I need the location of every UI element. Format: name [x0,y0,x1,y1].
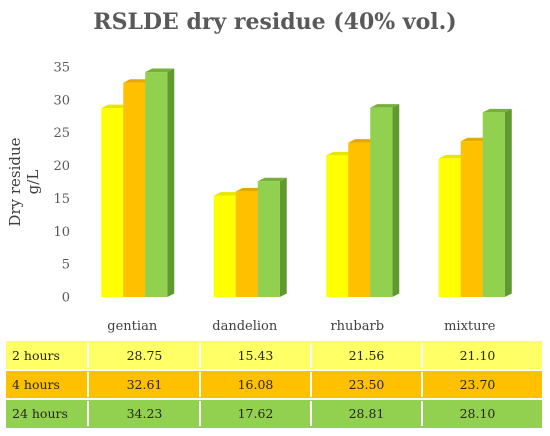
table-row-bg [6,399,542,428]
y-tick-label: 15 [53,192,70,207]
bar-top [101,104,131,109]
bar-side [279,177,287,297]
table-cell-value: 17.62 [238,406,274,421]
table-row: 24 hours 34.23 17.62 28.81 28.10 [6,399,542,428]
y-tick-label: 20 [53,159,70,174]
bar-front [348,142,371,297]
y-axis-label-line: g/L [24,170,42,195]
table-series-label: 24 hours [12,406,68,421]
category-label: rhubarb [330,319,384,334]
bar-front [235,191,258,297]
y-tick-label: 0 [62,291,70,306]
table-cell-value: 16.08 [238,377,274,392]
bar-top [213,192,243,196]
y-tick-label: 35 [53,61,70,76]
y-axis-label: Dry residue g/L [6,137,42,226]
bar-front [257,181,280,297]
bar-top [370,104,400,108]
table-cell-value: 23.70 [460,377,496,392]
bar-top [145,68,175,73]
bar-top [257,177,287,182]
y-axis-ticks: 0 5 10 15 20 25 30 35 [53,61,70,306]
bar-front [213,195,236,297]
table-row-bg [6,341,542,370]
bar-top [326,151,356,156]
table-cell-value: 23.50 [349,377,385,392]
bar-top [235,187,265,192]
bar-24-hours-gentian [145,68,175,297]
bar-front [326,155,349,297]
bar-front [145,72,168,297]
y-axis-label-line: Dry residue [6,137,24,226]
table-cell-value: 32.61 [127,377,163,392]
table-cell-value: 34.23 [127,406,163,421]
bar-front [482,112,505,297]
chart-title: RSLDE dry residue (40% vol.) [93,9,456,35]
table-row-bg [6,370,542,399]
bar-front [460,141,483,297]
bar-top [482,108,512,113]
bar-top [438,154,468,159]
y-tick-label: 25 [53,126,70,141]
bars [101,68,512,297]
y-tick-label: 30 [53,93,70,108]
table-cell-value: 28.75 [127,348,163,363]
bar-side [167,68,175,297]
table-row: 2 hours 28.75 15.43 21.56 21.10 [6,341,542,370]
table-series-label: 2 hours [12,348,60,363]
bar-front [123,82,146,297]
table-series-label: 4 hours [12,377,60,392]
bar-24-hours-mixture [482,108,512,297]
y-tick-label: 5 [62,258,70,273]
bar-front [438,158,461,297]
category-labels: gentian dandelion rhubarb mixture [107,319,495,334]
table-cell-value: 28.81 [349,406,385,421]
category-label: gentian [107,319,158,334]
bar-24-hours-rhubarb [370,104,400,297]
table-cell-value: 21.10 [460,348,496,363]
data-table: 2 hours 28.75 15.43 21.56 21.10 4 hours 32.61 1… [6,341,542,428]
table-cell-value: 28.10 [460,406,496,421]
table-cell-value: 21.56 [349,348,385,363]
bar-side [504,108,512,297]
category-label: mixture [444,319,496,334]
bar-front [370,107,393,297]
table-cell-value: 15.43 [238,348,274,363]
bar-top [348,139,378,143]
table-row: 4 hours 32.61 16.08 23.50 23.70 [6,370,542,399]
bar-front [101,108,124,297]
bar-side [392,104,400,297]
bar-24-hours-dandelion [257,177,287,297]
bar-top [460,137,490,142]
bar-top [123,79,153,83]
y-tick-label: 10 [53,225,70,240]
category-label: dandelion [212,319,278,334]
